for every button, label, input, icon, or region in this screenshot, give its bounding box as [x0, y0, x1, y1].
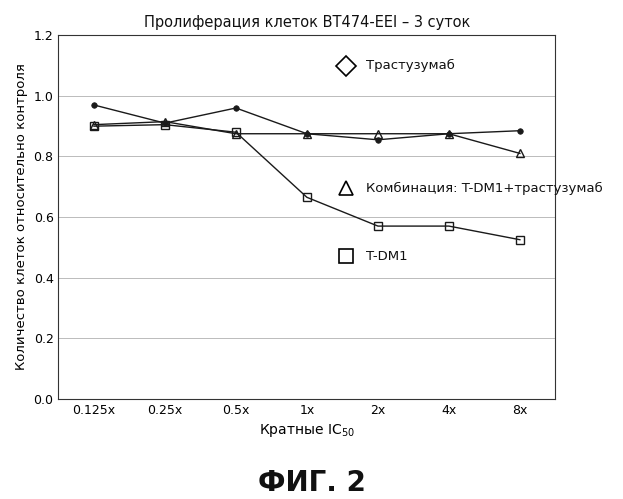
X-axis label: Кратные IC$_{50}$: Кратные IC$_{50}$: [259, 422, 355, 439]
Text: ФИГ. 2: ФИГ. 2: [257, 469, 366, 497]
Text: T-DM1: T-DM1: [366, 250, 407, 263]
Y-axis label: Количество клеток относительно контроля: Количество клеток относительно контроля: [15, 63, 28, 370]
Title: Пролиферация клеток BT474-EEI – 3 суток: Пролиферация клеток BT474-EEI – 3 суток: [144, 15, 470, 30]
Text: Комбинация: T-DM1+трастузумаб: Комбинация: T-DM1+трастузумаб: [366, 182, 602, 195]
Text: Трастузумаб: Трастузумаб: [366, 59, 455, 72]
